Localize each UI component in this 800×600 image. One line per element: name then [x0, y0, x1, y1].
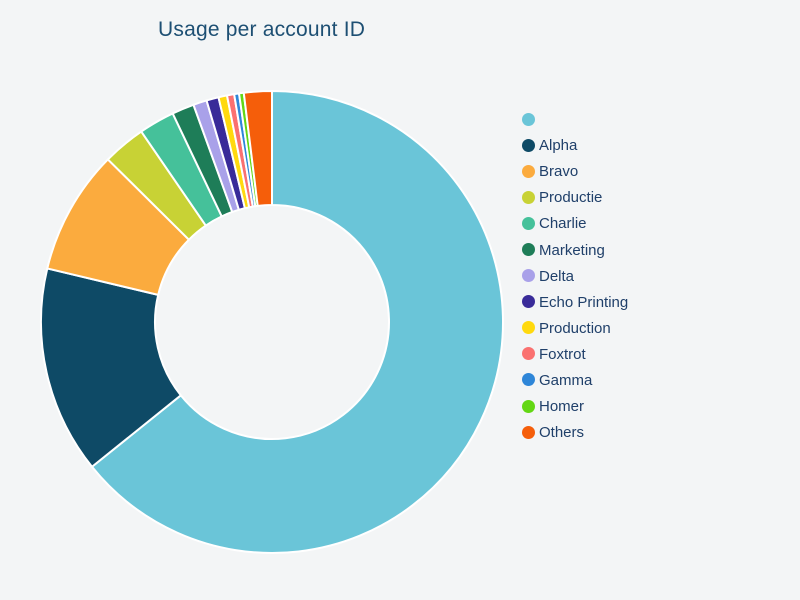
legend-label: Foxtrot — [539, 345, 586, 363]
legend-item-bravo[interactable]: Bravo — [522, 158, 628, 184]
chart-title: Usage per account ID — [158, 18, 366, 41]
legend-marker-icon — [522, 295, 535, 309]
legend-marker-icon — [522, 164, 535, 178]
legend-marker-icon — [522, 112, 535, 126]
legend-item-charlie[interactable]: Charlie — [522, 210, 628, 236]
legend-item-unlabeled[interactable] — [522, 106, 628, 132]
legend-marker-icon — [522, 243, 535, 257]
legend-item-delta[interactable]: Delta — [522, 263, 628, 289]
pie-slice-unlabeled[interactable] — [91, 90, 504, 554]
legend-item-homer[interactable]: Homer — [522, 393, 628, 419]
legend-label: Charlie — [539, 215, 587, 233]
legend-marker-icon — [522, 321, 535, 335]
legend-label: Gamma — [539, 371, 593, 389]
legend-item-marketing[interactable]: Marketing — [522, 236, 628, 262]
legend-marker-icon — [522, 347, 535, 361]
legend-marker-icon — [522, 190, 535, 204]
legend-label: Homer — [539, 398, 585, 416]
legend-label: Bravo — [539, 163, 579, 181]
pie-slice-others[interactable] — [242, 89, 273, 207]
legend-item-echo-printing[interactable]: Echo Printing — [522, 289, 628, 315]
legend-marker-icon — [522, 216, 535, 230]
legend-marker-icon — [522, 269, 535, 283]
donut-slices-group — [40, 89, 504, 554]
legend-item-alpha[interactable]: Alpha — [522, 132, 628, 158]
legend-label: Echo Printing — [539, 293, 629, 311]
legend-item-production[interactable]: Production — [522, 315, 628, 341]
legend-item-foxtrot[interactable]: Foxtrot — [522, 341, 628, 367]
legend-marker-icon — [522, 373, 535, 387]
legend-marker-icon — [522, 138, 535, 152]
legend-item-others[interactable]: Others — [522, 419, 628, 445]
legend-label: Others — [539, 424, 585, 442]
legend-label: Delta — [539, 267, 575, 285]
legend-label: Alpha — [539, 137, 578, 155]
legend-item-productie[interactable]: Productie — [522, 184, 628, 210]
chart-legend: Alpha Bravo Productie Charlie Marketing Delta… — [522, 106, 628, 445]
legend-marker-icon — [522, 425, 535, 439]
legend-item-gamma[interactable]: Gamma — [522, 367, 628, 393]
legend-label: Productie — [539, 189, 603, 207]
legend-label: Production — [539, 319, 611, 337]
pie-slice-alpha[interactable] — [40, 267, 182, 468]
legend-marker-icon — [522, 399, 535, 413]
legend-label: Marketing — [539, 241, 605, 259]
